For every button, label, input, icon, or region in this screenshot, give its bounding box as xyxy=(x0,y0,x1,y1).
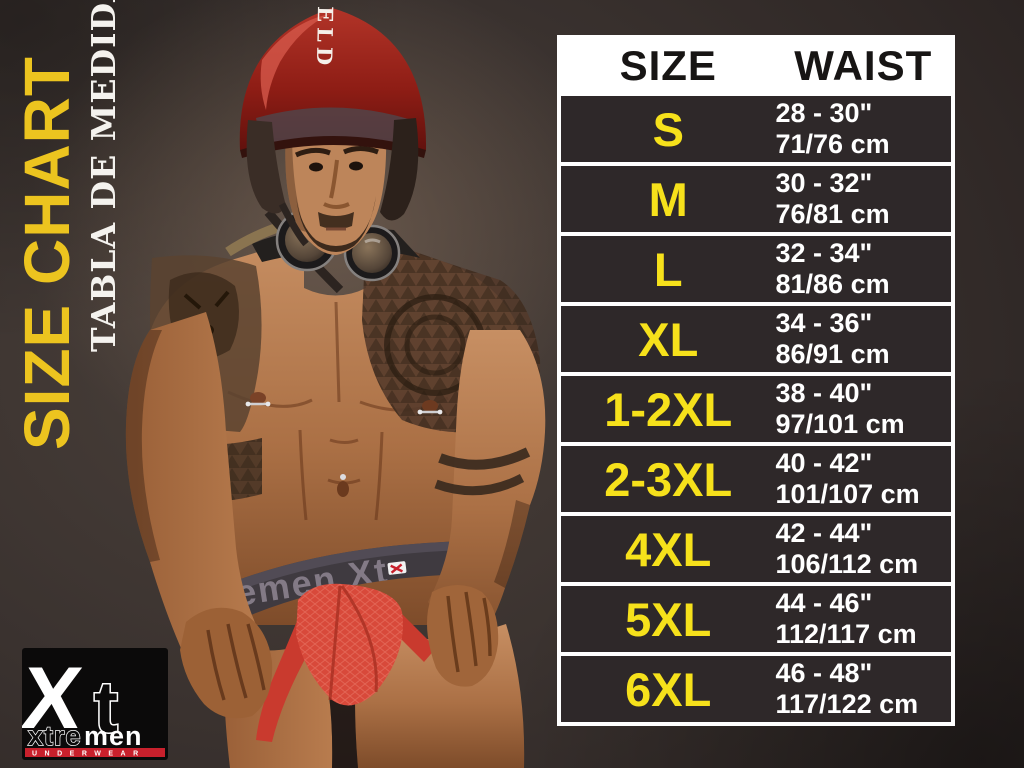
waist-value: 46 - 48" 117/122 cm xyxy=(776,658,952,720)
size-label: L xyxy=(653,242,683,296)
table-row: 6XL 46 - 48" 117/122 cm xyxy=(561,656,951,722)
waist-inches: 44 - 46" xyxy=(775,587,873,618)
table-row: M 30 - 32" 76/81 cm xyxy=(561,166,951,232)
waist-inches: 38 - 40" xyxy=(775,377,873,408)
waist-value: 30 - 32" 76/81 cm xyxy=(776,168,952,230)
size-label: XL xyxy=(638,312,699,366)
size-label: 6XL xyxy=(625,662,712,716)
logo-underwear-bar xyxy=(25,748,165,757)
size-table: SIZE WAIST S 28 - 30" 71/76 cm M 30 - 32… xyxy=(557,35,955,726)
waist-value: 28 - 30" 71/76 cm xyxy=(776,98,952,160)
logo-t: t xyxy=(94,668,118,748)
size-label: 1-2XL xyxy=(604,382,733,436)
logo-xtre: xtre xyxy=(28,721,82,751)
table-row: S 28 - 30" 71/76 cm xyxy=(561,96,951,162)
logo-x: X xyxy=(22,648,87,747)
waist-cm: 112/117 cm xyxy=(775,619,917,649)
table-row: 4XL 42 - 44" 106/112 cm xyxy=(561,516,951,582)
header-waist-label: WAIST xyxy=(794,41,933,89)
page-subtitle: TABLA DE MEDIDAS xyxy=(84,0,123,352)
size-label: 4XL xyxy=(625,522,712,576)
waist-inches: 28 - 30" xyxy=(775,97,873,128)
waist-cm: 117/122 cm xyxy=(775,689,919,719)
table-row: XL 34 - 36" 86/91 cm xyxy=(561,306,951,372)
waist-value: 32 - 34" 81/86 cm xyxy=(776,238,952,300)
waist-cm: 71/76 cm xyxy=(775,129,890,159)
waist-inches: 34 - 36" xyxy=(775,307,873,338)
waist-cm: 97/101 cm xyxy=(775,409,905,439)
table-row: 5XL 44 - 46" 112/117 cm xyxy=(561,586,951,652)
size-label: M xyxy=(648,172,688,226)
helmet-text: ELD xyxy=(312,6,338,70)
waist-inches: 42 - 44" xyxy=(775,517,873,548)
waist-value: 38 - 40" 97/101 cm xyxy=(776,378,952,440)
table-header: SIZE WAIST xyxy=(561,39,951,92)
waist-inches: 32 - 34" xyxy=(775,237,873,268)
waist-cm: 101/107 cm xyxy=(775,479,920,509)
table-row: 1-2XL 38 - 40" 97/101 cm xyxy=(561,376,951,442)
size-label: 2-3XL xyxy=(604,452,733,506)
header-size-label: SIZE xyxy=(619,41,717,89)
waist-cm: 81/86 cm xyxy=(775,269,890,299)
table-row: L 32 - 34" 81/86 cm xyxy=(561,236,951,302)
waist-cm: 106/112 cm xyxy=(775,549,919,579)
waist-value: 40 - 42" 101/107 cm xyxy=(776,448,952,510)
size-label: 5XL xyxy=(625,592,712,646)
waist-cm: 86/91 cm xyxy=(775,339,890,369)
logo-men: men xyxy=(84,721,143,751)
waist-inches: 46 - 48" xyxy=(775,657,873,688)
brand-logo: X t xtre men UNDERWEAR xyxy=(22,648,168,760)
waist-value: 34 - 36" 86/91 cm xyxy=(776,308,952,370)
page-title: SIZE CHART xyxy=(11,56,83,450)
waist-value: 42 - 44" 106/112 cm xyxy=(776,518,952,580)
waist-cm: 76/81 cm xyxy=(775,199,890,229)
size-label: S xyxy=(652,102,684,156)
table-row: 2-3XL 40 - 42" 101/107 cm xyxy=(561,446,951,512)
waist-value: 44 - 46" 112/117 cm xyxy=(776,588,952,650)
waist-inches: 30 - 32" xyxy=(775,167,873,198)
waist-inches: 40 - 42" xyxy=(775,447,873,478)
logo-underwear-label: UNDERWEAR xyxy=(32,751,146,758)
